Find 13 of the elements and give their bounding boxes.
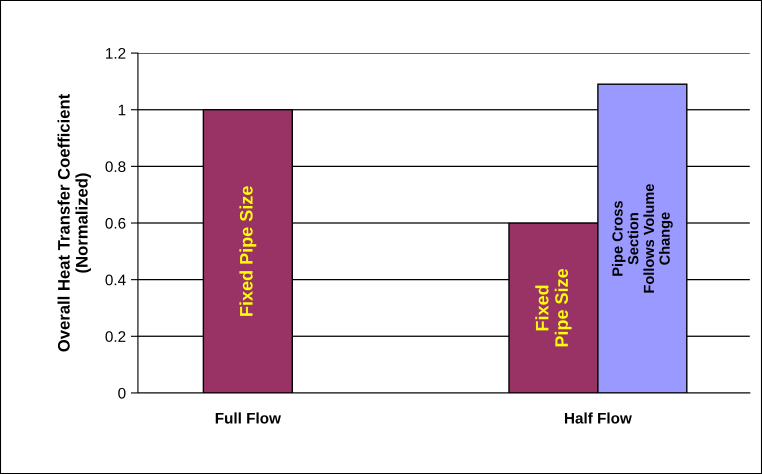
x-tick-label: Full Flow	[216, 412, 281, 424]
y-tick-label: 0	[118, 388, 126, 399]
y-tick-label: 0.4	[105, 274, 126, 286]
y-axis-title: Overall Heat Transfer Coefficient (Normalized)	[58, 94, 91, 352]
y-tick-label: 0.2	[105, 331, 126, 342]
y-tick-label: 0.8	[105, 161, 126, 172]
text: Fixed Pipe Size	[239, 186, 256, 316]
y-tick-label: 1	[118, 104, 126, 116]
series-label: Fixed Pipe Size	[535, 268, 572, 346]
y-tick-label: 0.6	[105, 218, 126, 229]
x-tick-label: Half Flow	[564, 412, 632, 424]
y-tick-label: 1.2	[106, 48, 126, 59]
series-label: Pipe Cross Section Follows Volume Change	[612, 184, 673, 293]
